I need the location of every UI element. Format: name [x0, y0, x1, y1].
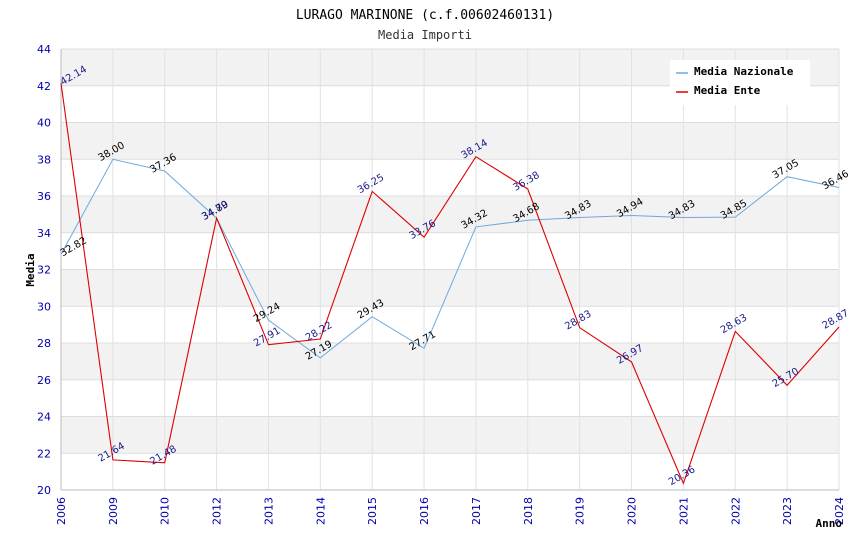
legend-label-media-nazionale: Media Nazionale — [694, 65, 794, 78]
x-tick-label: 2023 — [781, 497, 794, 525]
legend: Media Nazionale Media Ente — [670, 60, 810, 105]
y-tick-label: 26 — [37, 374, 51, 387]
x-tick-label: 2016 — [418, 497, 431, 525]
x-tick-label: 2019 — [574, 497, 587, 525]
x-tick-label: 2020 — [626, 497, 639, 525]
x-axis-label: Anno — [816, 517, 843, 530]
y-axis-label: Media — [24, 253, 37, 286]
x-tick-label: 2021 — [677, 497, 690, 525]
legend-label-media-ente: Media Ente — [694, 84, 761, 97]
y-tick-label: 42 — [37, 80, 51, 93]
x-tick-label: 2012 — [211, 497, 224, 525]
grid-band — [61, 416, 839, 454]
y-tick-label: 40 — [37, 117, 51, 130]
axes — [60, 49, 839, 491]
grid-band — [61, 232, 839, 270]
y-tick-label: 32 — [37, 264, 51, 277]
grid-band — [61, 306, 839, 343]
y-tick-label: 24 — [37, 411, 51, 424]
x-tick-label: 2009 — [107, 497, 120, 525]
legend-box — [670, 60, 810, 105]
y-tick-label: 44 — [37, 43, 51, 56]
grid-band — [61, 343, 839, 380]
grid-band — [61, 159, 839, 196]
y-tick-label: 30 — [37, 300, 51, 313]
x-tick-label: 2014 — [314, 497, 327, 525]
x-tick-label: 2017 — [470, 497, 483, 525]
x-tick-label: 2024 — [833, 497, 846, 525]
y-tick-label: 20 — [37, 484, 51, 497]
y-tick-label: 28 — [37, 337, 51, 350]
y-tick-label: 38 — [37, 153, 51, 166]
x-axis-ticks: 2006 2009 2010 2012 2013 2014 2015 2016 2017 2018… — [55, 497, 846, 525]
series-line-media-ente — [60, 83, 840, 485]
grid-bands — [61, 49, 839, 490]
series-lines — [60, 83, 840, 485]
grid-band — [61, 122, 839, 160]
x-tick-label: 2018 — [522, 497, 535, 525]
y-axis-ticks: 20 22 24 26 28 30 32 34 36 38 40 42 44 — [37, 43, 51, 497]
x-tick-label: 2010 — [159, 497, 172, 525]
series-line-media-nazionale — [60, 158, 840, 359]
grid-band — [61, 379, 839, 417]
chart-title: LURAGO MARINONE (c.f.00602460131) — [296, 8, 554, 23]
grid-band — [61, 453, 839, 490]
y-tick-label: 22 — [37, 447, 51, 460]
chart-subtitle: Media Importi — [378, 28, 472, 42]
x-tick-label: 2015 — [366, 497, 379, 525]
x-tick-label: 2022 — [729, 497, 742, 525]
grid-lines — [60, 48, 840, 491]
x-tick-label: 2006 — [55, 497, 68, 525]
y-tick-label: 34 — [37, 227, 51, 240]
x-tick-label: 2013 — [262, 497, 275, 525]
y-tick-label: 36 — [37, 190, 51, 203]
grid-band — [61, 196, 839, 233]
